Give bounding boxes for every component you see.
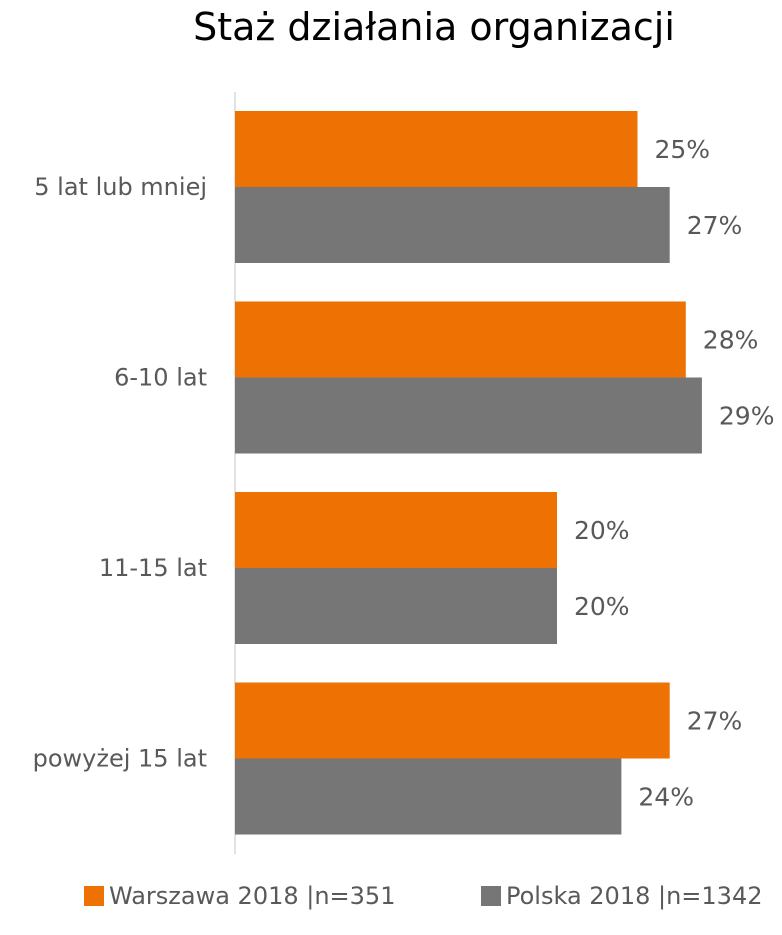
legend-swatch (84, 886, 104, 906)
chart-title: Staż działania organizacji (193, 5, 675, 49)
legend-swatch (481, 886, 501, 906)
bar-polska (235, 377, 702, 454)
data-label: 28% (703, 326, 759, 355)
bar-polska (235, 187, 670, 263)
data-label: 20% (574, 592, 630, 621)
data-label: 20% (574, 516, 630, 545)
legend-label: Polska 2018 |n=1342 (506, 882, 762, 910)
bar-polska (235, 758, 622, 835)
data-label: 25% (655, 135, 711, 164)
category-label: 11-15 lat (99, 554, 207, 582)
bar-warszawa (235, 301, 686, 378)
data-label: 27% (687, 211, 743, 240)
bar-warszawa (235, 111, 638, 187)
bar-warszawa (235, 682, 670, 759)
bar-polska (235, 568, 557, 644)
legend-label: Warszawa 2018 |n=351 (109, 882, 395, 910)
bars-layer: 5 lat lub mniej 25% 27% 6-10 lat 28% 29% 11-15… (33, 111, 775, 835)
category-label: 5 lat lub mniej (34, 173, 207, 201)
data-label: 24% (638, 783, 694, 812)
data-label: 29% (719, 402, 775, 431)
data-label: 27% (687, 707, 743, 736)
category-label: powyżej 15 lat (33, 745, 207, 773)
bar-warszawa (235, 492, 557, 568)
category-label: 6-10 lat (114, 364, 207, 392)
legend: Warszawa 2018 |n=351 Polska 2018 |n=1342 (84, 882, 762, 910)
